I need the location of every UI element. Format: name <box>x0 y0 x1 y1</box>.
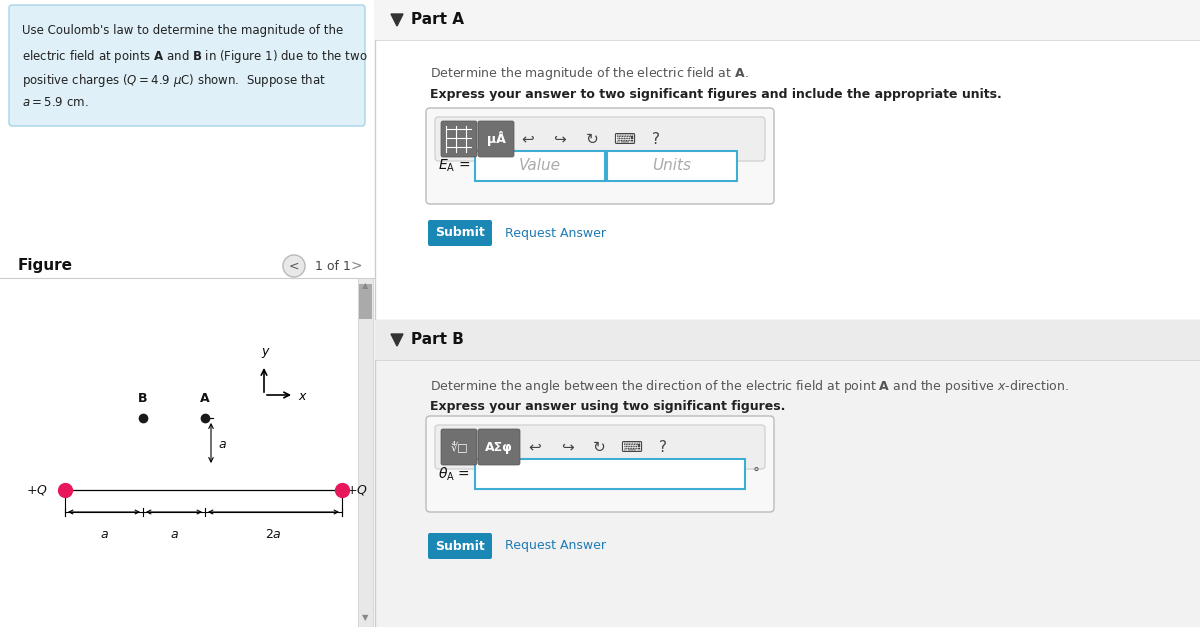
Text: ↻: ↻ <box>593 440 605 455</box>
FancyBboxPatch shape <box>428 220 492 246</box>
FancyBboxPatch shape <box>436 425 766 469</box>
Text: positive charges ($Q = 4.9\ \mu\mathrm{C}$) shown.  Suppose that: positive charges ($Q = 4.9\ \mu\mathrm{C… <box>22 72 326 89</box>
Text: $x$: $x$ <box>298 389 308 403</box>
Text: ↪: ↪ <box>560 440 574 455</box>
Bar <box>374 320 1200 360</box>
Text: ΑΣφ: ΑΣφ <box>485 441 512 453</box>
Text: ⌨: ⌨ <box>613 132 635 147</box>
Text: $+Q$: $+Q$ <box>26 483 48 497</box>
Polygon shape <box>391 14 403 26</box>
Bar <box>374 0 1200 320</box>
Text: Request Answer: Request Answer <box>505 539 606 552</box>
Bar <box>607 151 737 181</box>
Text: 1 of 1: 1 of 1 <box>314 260 350 273</box>
Text: $E_{\mathrm{A}}$ =: $E_{\mathrm{A}}$ = <box>438 158 470 174</box>
Text: $a$: $a$ <box>169 528 179 541</box>
Text: °: ° <box>754 467 760 481</box>
Text: $a = 5.9\ \mathrm{cm}$.: $a = 5.9\ \mathrm{cm}$. <box>22 96 89 109</box>
Bar <box>475 151 605 181</box>
Text: ↻: ↻ <box>586 132 599 147</box>
Text: μÅ: μÅ <box>486 132 505 147</box>
FancyBboxPatch shape <box>426 108 774 204</box>
Text: $2a$: $2a$ <box>265 528 282 541</box>
Text: ∜□: ∜□ <box>450 441 468 453</box>
Text: $a$: $a$ <box>218 438 227 451</box>
Text: $+Q$: $+Q$ <box>346 483 368 497</box>
FancyBboxPatch shape <box>428 533 492 559</box>
Text: $\theta_{\mathrm{A}}$ =: $\theta_{\mathrm{A}}$ = <box>438 465 470 483</box>
Text: Determine the magnitude of the electric field at $\mathbf{A}$.: Determine the magnitude of the electric … <box>430 65 749 82</box>
Text: ↩: ↩ <box>522 132 534 147</box>
Text: ⌨: ⌨ <box>620 440 642 455</box>
Text: Submit: Submit <box>436 539 485 552</box>
FancyBboxPatch shape <box>426 416 774 512</box>
FancyBboxPatch shape <box>10 5 365 126</box>
FancyBboxPatch shape <box>436 117 766 161</box>
FancyBboxPatch shape <box>478 429 520 465</box>
Text: Express your answer to two significant figures and include the appropriate units: Express your answer to two significant f… <box>430 88 1002 101</box>
Text: ?: ? <box>652 132 660 147</box>
Text: Figure: Figure <box>18 258 73 273</box>
Text: Request Answer: Request Answer <box>505 226 606 240</box>
Bar <box>358 278 373 627</box>
FancyBboxPatch shape <box>442 121 478 157</box>
Text: $a$: $a$ <box>100 528 108 541</box>
Text: ↪: ↪ <box>553 132 566 147</box>
Text: Submit: Submit <box>436 226 485 240</box>
Text: electric field at points $\mathbf{A}$ and $\mathbf{B}$ in (Figure 1) due to the : electric field at points $\mathbf{A}$ an… <box>22 48 367 65</box>
Text: ▲: ▲ <box>361 281 368 290</box>
Text: Value: Value <box>520 159 562 174</box>
Text: Part B: Part B <box>410 332 464 347</box>
Polygon shape <box>391 334 403 346</box>
Bar <box>475 459 745 489</box>
Circle shape <box>283 255 305 277</box>
Text: Use Coulomb's law to determine the magnitude of the: Use Coulomb's law to determine the magni… <box>22 24 343 37</box>
Text: Units: Units <box>653 159 691 174</box>
Text: ▼: ▼ <box>361 613 368 622</box>
Text: <: < <box>289 260 299 273</box>
Bar <box>359 284 372 319</box>
Text: B: B <box>138 392 148 405</box>
Text: $y$: $y$ <box>262 346 271 360</box>
Text: Part A: Part A <box>410 13 464 28</box>
Text: ↩: ↩ <box>529 440 541 455</box>
FancyBboxPatch shape <box>478 121 514 157</box>
Text: Determine the angle between the direction of the electric field at point $\mathb: Determine the angle between the directio… <box>430 378 1069 395</box>
Text: >: > <box>350 259 361 273</box>
Text: ?: ? <box>659 440 667 455</box>
Text: A: A <box>200 392 210 405</box>
Bar <box>0 0 374 627</box>
Bar <box>374 320 1200 627</box>
Bar <box>374 0 1200 40</box>
Text: Express your answer using two significant figures.: Express your answer using two significan… <box>430 400 785 413</box>
FancyBboxPatch shape <box>442 429 478 465</box>
